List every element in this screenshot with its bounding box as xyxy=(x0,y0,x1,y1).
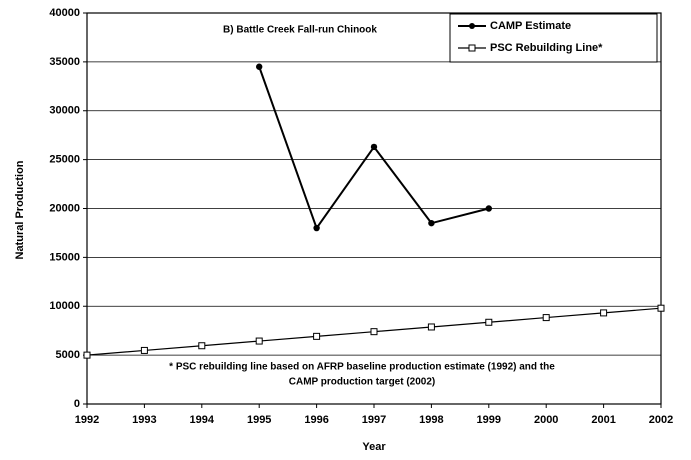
y-tick-label: 40000 xyxy=(49,7,80,19)
point xyxy=(313,332,321,340)
y-axis-label: Natural Production xyxy=(14,160,26,259)
point xyxy=(140,346,148,354)
x-axis-label: Year xyxy=(362,441,386,453)
legend-marker xyxy=(468,44,476,52)
x-tick-label: 1999 xyxy=(477,414,501,426)
footnote: * PSC rebuilding line based on AFRP base… xyxy=(169,362,555,373)
point xyxy=(427,323,435,331)
point xyxy=(256,63,263,70)
point xyxy=(657,304,665,312)
x-tick-label: 1997 xyxy=(362,414,386,426)
point xyxy=(370,328,378,336)
legend-label: PSC Rebuilding Line* xyxy=(490,42,603,54)
point xyxy=(83,351,91,359)
y-tick-label: 25000 xyxy=(49,154,80,166)
x-tick-label: 2002 xyxy=(649,414,673,426)
point xyxy=(255,337,263,345)
y-tick-label: 10000 xyxy=(49,300,80,312)
x-tick-label: 1994 xyxy=(190,414,215,426)
point xyxy=(198,342,206,350)
y-tick-label: 0 xyxy=(74,398,80,410)
y-tick-label: 30000 xyxy=(49,105,80,117)
x-tick-label: 2001 xyxy=(591,414,615,426)
point xyxy=(428,219,435,227)
x-tick-label: 2000 xyxy=(534,414,558,426)
y-tick-label: 20000 xyxy=(49,202,80,214)
point xyxy=(313,224,320,232)
x-tick-label: 1993 xyxy=(132,414,156,426)
annotation: B) Battle Creek Fall-run Chinook xyxy=(223,25,377,36)
point xyxy=(600,309,608,317)
x-tick-label: 1998 xyxy=(419,414,443,426)
y-tick-label: 5000 xyxy=(56,349,80,361)
point xyxy=(370,143,378,151)
y-tick-label: 35000 xyxy=(49,56,80,68)
footnote-background xyxy=(100,357,610,393)
point xyxy=(485,205,492,212)
point xyxy=(542,314,550,322)
x-tick-label: 1995 xyxy=(247,414,271,426)
legend-box xyxy=(449,13,658,63)
y-tick-label: 15000 xyxy=(49,251,80,263)
x-tick-label: 1992 xyxy=(75,414,99,426)
footnote: CAMP production target (2002) xyxy=(289,377,436,388)
point xyxy=(485,318,493,326)
legend-label: CAMP Estimate xyxy=(490,20,571,32)
x-tick-label: 1996 xyxy=(304,414,328,426)
legend-marker xyxy=(469,23,475,29)
